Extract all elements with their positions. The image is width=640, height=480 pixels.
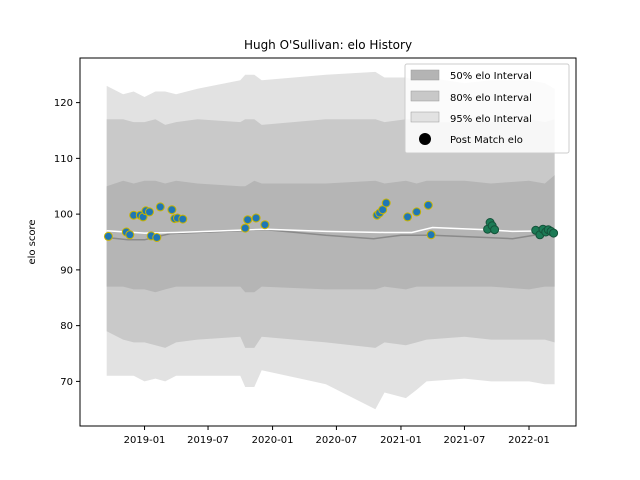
x-axis-ticks: 2019-01 2019-07 2020-01 2020-07 2021-01 2021-… bbox=[124, 426, 550, 446]
post-match-point bbox=[251, 213, 261, 223]
post-match-point bbox=[549, 228, 559, 238]
legend-swatch-50 bbox=[410, 69, 440, 81]
post-match-point bbox=[125, 230, 135, 240]
post-match-point bbox=[490, 225, 500, 235]
y-tick-label: 70 bbox=[60, 377, 73, 388]
x-tick-label: 2019-07 bbox=[187, 435, 229, 446]
legend-swatch-80 bbox=[410, 90, 440, 102]
post-match-point bbox=[167, 205, 177, 215]
legend-label-80: 80% elo Interval bbox=[450, 93, 532, 104]
x-tick-label: 2019-01 bbox=[124, 435, 166, 446]
median-elo-line bbox=[106, 228, 555, 241]
y-tick-label: 120 bbox=[54, 98, 73, 109]
post-match-point bbox=[423, 200, 433, 210]
post-match-point bbox=[152, 233, 162, 242]
post-match-point bbox=[260, 220, 270, 230]
x-tick-label: 2021-07 bbox=[444, 435, 486, 446]
post-match-point bbox=[178, 214, 188, 224]
axes-frame bbox=[79, 57, 577, 427]
y-tick-label: 110 bbox=[54, 154, 73, 165]
x-tick-label: 2022-01 bbox=[508, 435, 550, 446]
legend-label-50: 50% elo Interval bbox=[450, 71, 532, 82]
legend-marker-post-match bbox=[419, 133, 431, 145]
chart-title: Hugh O'Sullivan: elo History bbox=[244, 38, 412, 52]
x-tick-label: 2021-01 bbox=[380, 435, 422, 446]
post-match-point bbox=[426, 230, 436, 240]
x-tick-label: 2020-01 bbox=[252, 435, 294, 446]
band-50 bbox=[106, 175, 555, 293]
legend: 50% elo Interval 80% elo Interval 95% el… bbox=[404, 63, 570, 154]
legend-label-post-match: Post Match elo bbox=[450, 135, 523, 146]
y-tick-label: 80 bbox=[60, 321, 73, 332]
post-match-point bbox=[103, 231, 113, 241]
post-match-point bbox=[403, 212, 413, 222]
post-match-points bbox=[103, 198, 559, 242]
legend-label-95: 95% elo Interval bbox=[450, 114, 532, 125]
post-match-point bbox=[412, 207, 422, 217]
post-match-point bbox=[381, 198, 391, 208]
post-match-point bbox=[240, 223, 250, 233]
x-tick-label: 2020-07 bbox=[316, 435, 358, 446]
post-match-point bbox=[243, 215, 253, 225]
y-axis-title: elo score bbox=[27, 219, 38, 264]
legend-swatch-95 bbox=[410, 111, 440, 123]
legend-box bbox=[404, 63, 570, 154]
interval-bands bbox=[106, 71, 555, 410]
y-axis-ticks: 70 80 90 100 110 120 bbox=[54, 98, 80, 388]
post-match-point bbox=[155, 202, 165, 212]
y-tick-label: 100 bbox=[54, 210, 73, 221]
y-tick-label: 90 bbox=[60, 265, 73, 276]
post-match-point bbox=[145, 207, 154, 217]
